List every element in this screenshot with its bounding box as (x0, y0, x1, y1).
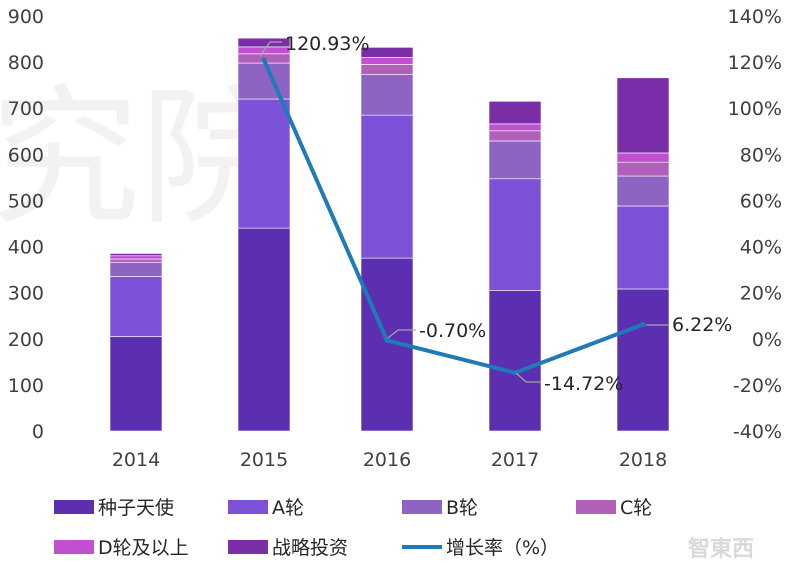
legend-label: 增长率（%） (446, 537, 559, 559)
bar-2017-series-2 (488, 140, 542, 180)
legend-swatch (576, 500, 616, 514)
legend-swatch (228, 540, 268, 554)
bar-2018-series-0 (616, 288, 670, 432)
y-axis-left: 0 100 200 300 400 500 600 700 800 900 (8, 6, 44, 443)
bar-2018-series-5 (616, 77, 670, 154)
logo-mark: 智東西 (688, 536, 754, 562)
bar-2016-series-3 (360, 64, 414, 75)
bar-2014-series-4 (109, 255, 163, 260)
growth-line-path (262, 59, 644, 375)
x-tick-label: 2014 (112, 449, 160, 471)
x-axis: 2014 2015 2016 2017 2018 (112, 449, 667, 471)
bar-2014-series-0 (109, 336, 163, 432)
y-right-tick-label: -40% (733, 421, 782, 443)
bar-2014-series-1 (109, 276, 163, 337)
y-right-tick-label: 80% (740, 144, 782, 166)
bar-2017-series-5 (488, 101, 542, 125)
x-tick-label: 2018 (619, 449, 667, 471)
y-left-tick-label: 300 (8, 283, 44, 305)
y-right-tick-label: 20% (740, 283, 782, 305)
zhidx-logo: 智東西 (688, 536, 754, 562)
legend-label: 战略投资 (272, 537, 348, 559)
y-left-tick-label: 400 (8, 237, 44, 259)
y-right-tick-label: 140% (728, 6, 782, 28)
growth-data-label: -14.72% (544, 373, 623, 395)
legend-swatch (54, 540, 94, 554)
bar-2017-series-4 (488, 123, 542, 132)
legend-label: A轮 (272, 497, 304, 519)
legend-swatch (402, 500, 442, 514)
y-left-tick-label: 0 (32, 421, 44, 443)
y-right-tick-label: 60% (740, 190, 782, 212)
bar-2014-series-5 (109, 253, 163, 257)
x-tick-label: 2017 (491, 449, 539, 471)
growth-point (261, 57, 267, 63)
bar-2018-series-1 (616, 205, 670, 290)
bar-2017-series-1 (488, 178, 542, 291)
bar-2017-series-3 (488, 130, 542, 142)
data-label-leader (387, 329, 416, 339)
legend-swatch (54, 500, 94, 514)
y-right-tick-label: 0% (752, 329, 782, 351)
bar-2015-series-0 (237, 227, 291, 432)
data-label-leader (259, 41, 282, 57)
growth-point (384, 337, 390, 343)
data-label-leader (515, 372, 541, 383)
bar-2016-series-2 (360, 74, 414, 116)
bar-2015-series-1 (237, 98, 291, 229)
y-left-tick-label: 900 (8, 6, 44, 28)
y-right-tick-label: -20% (733, 375, 782, 397)
y-left-tick-label: 700 (8, 98, 44, 120)
legend-label: 种子天使 (98, 497, 174, 519)
legend: 种子天使 A轮 B轮 C轮 D轮及以上 战略投资 增长率（%） (54, 497, 652, 559)
bar-2015-series-2 (237, 62, 291, 100)
bar-stacks (109, 37, 670, 432)
y-left-tick-label: 600 (8, 144, 44, 166)
legend-label: C轮 (620, 497, 652, 519)
y-axis-right: -40% -20% 0% 20% 40% 60% 80% 100% 120% 140% (728, 6, 782, 443)
y-left-tick-label: 800 (8, 52, 44, 74)
legend-label: B轮 (446, 497, 478, 519)
y-left-tick-label: 200 (8, 329, 44, 351)
legend-label: D轮及以上 (98, 537, 189, 559)
x-tick-label: 2015 (240, 449, 288, 471)
y-left-tick-label: 100 (8, 375, 44, 397)
x-tick-label: 2016 (363, 449, 411, 471)
bar-2016-series-5 (360, 47, 414, 58)
growth-point (640, 321, 646, 327)
bar-2016-series-1 (360, 114, 414, 259)
bar-2014-series-3 (109, 258, 163, 263)
bar-2018-series-3 (616, 161, 670, 177)
legend-swatch (228, 500, 268, 514)
y-right-tick-label: 100% (728, 98, 782, 120)
growth-data-label: 6.22% (672, 314, 732, 336)
growth-line: 120.93% -0.70% -14.72% 6.22% (259, 33, 732, 395)
y-right-tick-label: 40% (740, 237, 782, 259)
bar-2018-series-2 (616, 175, 670, 207)
bar-2015-series-5 (237, 37, 291, 48)
growth-data-label: -0.70% (419, 320, 486, 342)
bar-2017-series-0 (488, 290, 542, 432)
bar-2018-series-4 (616, 152, 670, 163)
bar-2016-series-4 (360, 57, 414, 65)
growth-data-label: 120.93% (285, 33, 370, 55)
y-right-tick-label: 120% (728, 52, 782, 74)
bar-2014-series-2 (109, 262, 163, 277)
y-left-tick-label: 500 (8, 190, 44, 212)
